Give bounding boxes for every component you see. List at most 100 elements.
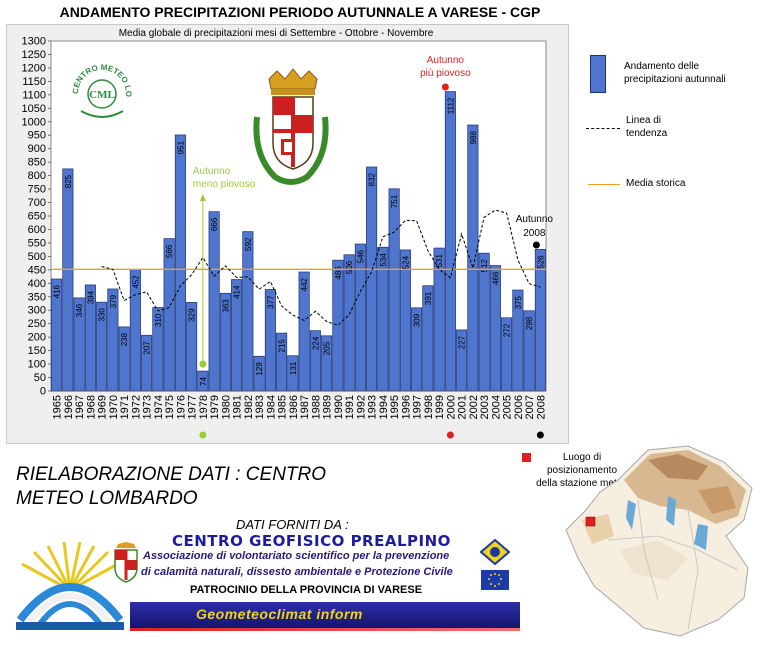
x-tick-label: 1970	[108, 395, 120, 419]
data-label: 129	[255, 362, 264, 376]
data-label: 298	[525, 316, 534, 330]
chart-frame: Media globale di precipitazioni mesi di …	[6, 24, 569, 444]
y-tick-label: 150	[28, 345, 46, 357]
y-tick-label: 600	[28, 224, 46, 236]
bar	[343, 254, 355, 392]
data-label: 215	[278, 339, 287, 353]
y-tick-label: 750	[28, 184, 46, 196]
data-label: 506	[345, 260, 354, 274]
annotation-2008-line-1: Autunno	[516, 214, 554, 225]
dati-forniti-text: DATI FORNITI DA :	[236, 517, 349, 532]
x-tick-label: 1989	[322, 395, 334, 419]
trend-line	[101, 209, 541, 326]
annotation-max-axis-dot	[446, 431, 454, 439]
x-tick-label: 2006	[513, 395, 525, 419]
y-tick-label: 100	[28, 359, 46, 371]
legend-mean-swatch	[588, 184, 620, 185]
y-tick-label: 900	[28, 143, 46, 155]
map-marker-legend-icon	[522, 453, 531, 462]
station-marker	[585, 516, 596, 527]
annotations: Autunno meno piovoso Autunno più piovoso Aut…	[193, 55, 554, 439]
data-label: 330	[98, 308, 107, 322]
x-tick-label: 1987	[299, 395, 311, 419]
rainfall-chart: Media globale di precipitazioni mesi di …	[7, 25, 554, 439]
data-label: 375	[514, 295, 523, 309]
trend-line-group	[101, 209, 541, 326]
y-tick-label: 800	[28, 170, 46, 182]
y-tick-label: 550	[28, 237, 46, 249]
bar	[478, 252, 490, 392]
x-tick-label: 1994	[378, 395, 390, 419]
protezione-civile-logo	[480, 539, 510, 565]
y-tick-label: 1000	[22, 116, 46, 128]
annotation-min-axis-dot	[199, 431, 207, 439]
bar	[534, 249, 546, 392]
x-tick-label: 2002	[468, 395, 480, 419]
main-title: ANDAMENTO PRECIPITAZIONI PERIODO AUTUNNA…	[59, 4, 541, 20]
data-label: 442	[300, 277, 309, 291]
y-tick-label: 1100	[22, 89, 46, 101]
annotation-min-arrowhead	[199, 194, 206, 201]
x-tick-label: 1991	[344, 395, 356, 419]
data-label: 531	[435, 253, 444, 267]
bar	[388, 188, 400, 392]
y-tick-label: 450	[28, 264, 46, 276]
legend-mean-label: Media storica	[626, 178, 686, 189]
data-label: 592	[244, 237, 253, 251]
legend-bars-line-2: precipitazioni autunnali	[624, 74, 726, 85]
x-tick-label: 2003	[479, 395, 491, 419]
y-tick-label: 50	[34, 372, 46, 384]
x-tick-label: 1988	[310, 395, 322, 419]
lombardy-map	[565, 445, 753, 637]
data-label: 546	[356, 249, 365, 263]
x-tick-label: 1999	[434, 395, 446, 419]
data-label: 566	[165, 244, 174, 258]
x-tick-label: 1971	[119, 395, 131, 419]
x-tick-label: 1975	[164, 395, 176, 419]
annotation-min-line-1: Autunno	[193, 166, 231, 177]
data-label: 988	[469, 130, 478, 144]
data-label: 379	[109, 294, 118, 308]
data-label: 466	[491, 271, 500, 285]
map-label-text: Luogo di posizionamento della stazione m…	[536, 452, 628, 489]
banner-red-stripe	[130, 628, 520, 631]
y-tick-label: 1150	[22, 76, 46, 88]
association-line-1: Associazione di volontariato scientifico…	[143, 550, 450, 562]
x-tick-label: 1977	[187, 395, 199, 419]
y-tick-label: 1250	[22, 49, 46, 61]
legend-trend-label: Linea di tendenza	[626, 114, 726, 140]
x-axis: 1965 1966 1967 1968 1969 1970 1971 1972 1973 1974…	[51, 390, 547, 419]
cgp-logo	[16, 541, 124, 630]
y-tick-label: 250	[28, 318, 46, 330]
x-tick-label: 2005	[502, 395, 514, 419]
data-label: 310	[154, 313, 163, 327]
legend-trend-swatch	[586, 128, 620, 129]
legend-bars-label: Andamento delle precipitazioni autunnali	[624, 60, 754, 86]
data-label: 751	[390, 194, 399, 208]
y-tick-label: 1050	[22, 103, 46, 115]
x-tick-label: 1976	[175, 395, 187, 419]
data-label: 272	[503, 323, 512, 337]
data-label: 416	[53, 284, 62, 298]
y-tick-label: 400	[28, 278, 46, 290]
data-label: 377	[266, 295, 275, 309]
x-tick-label: 1992	[355, 395, 367, 419]
data-label: 227	[458, 335, 467, 349]
data-label: 825	[64, 174, 73, 188]
annotation-max-dot	[441, 83, 449, 91]
bar	[444, 91, 456, 392]
annotation-2008-line-2: 2008	[523, 228, 546, 239]
x-tick-label: 1998	[423, 395, 435, 419]
y-tick-label: 700	[28, 197, 46, 209]
x-tick-label: 1979	[209, 395, 221, 419]
bars	[51, 91, 546, 392]
y-tick-label: 500	[28, 251, 46, 263]
chart-subtitle: Media globale di precipitazioni mesi di …	[119, 28, 434, 39]
data-label: 205	[323, 341, 332, 355]
data-label: 452	[131, 275, 140, 289]
y-tick-label: 650	[28, 211, 46, 223]
x-tick-label: 1986	[288, 395, 300, 419]
data-label: 131	[289, 361, 298, 375]
legend-trend-line-1: Linea di	[626, 115, 662, 126]
